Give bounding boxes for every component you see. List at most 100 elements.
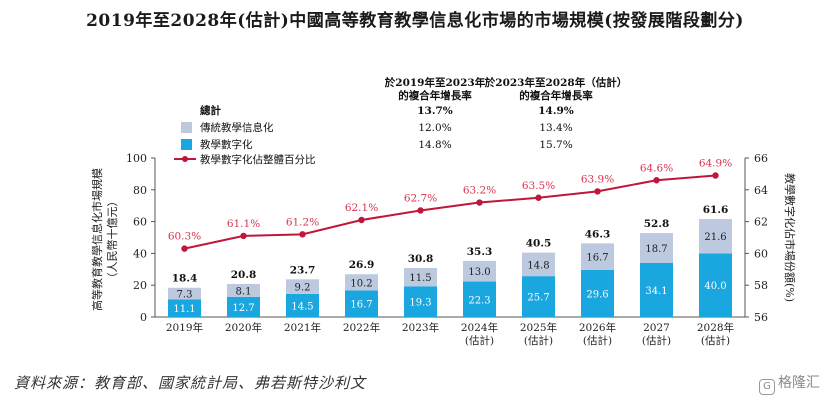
bar-traditional-label: 11.5 [409, 273, 431, 284]
bar-traditional [581, 243, 614, 270]
y-tick-label: 60 [133, 216, 147, 229]
share-point [653, 177, 660, 184]
bar-digital [581, 269, 614, 317]
bar-traditional [286, 279, 319, 294]
share-point [535, 194, 542, 201]
y-tick-label: 0 [140, 311, 147, 324]
watermark-logo-icon: G [759, 379, 775, 395]
bar-traditional-label: 13.0 [468, 267, 490, 278]
watermark-text: 格隆汇 [778, 375, 820, 391]
bar-digital-label: 19.3 [409, 298, 431, 309]
x-tick-label: 2021年 [284, 321, 321, 334]
legend-traditional-swatch [181, 122, 192, 133]
bar-total-label: 18.4 [172, 273, 198, 285]
bar-digital-label: 14.5 [291, 301, 313, 312]
share-label: 64.6% [640, 162, 673, 174]
bar-total-label: 52.8 [644, 218, 670, 230]
x-tick-label: 2024年 [461, 321, 498, 334]
x-tick-label: 2025年 [520, 321, 557, 334]
cagr-col1-header-sub: 的複合年增長率 [398, 89, 472, 102]
bar-digital [463, 281, 496, 317]
share-label: 61.1% [227, 218, 260, 230]
y2-tick-label: 58 [754, 279, 768, 292]
x-tick-label: 2022年 [343, 321, 380, 334]
bar-total-label: 30.8 [408, 253, 434, 265]
cagr-col2-header: 於2023年至2028年（估計） [484, 76, 627, 89]
x-tick-label: 2028年 [697, 321, 734, 334]
bar-digital-label: 11.1 [173, 304, 195, 315]
bar-digital [522, 276, 555, 317]
x-tick-sublabel: (估計) [465, 334, 494, 347]
bar-traditional [640, 233, 673, 263]
cagr-col1-value: 13.7% [417, 105, 453, 117]
y2-tick-label: 64 [754, 184, 768, 197]
y-tick-label: 80 [133, 184, 147, 197]
bar-digital-label: 29.6 [586, 289, 608, 300]
y-axis-title: 高等教育教學信息化市場規模 [90, 168, 104, 311]
bar-digital-label: 40.0 [704, 281, 726, 292]
bar-traditional [699, 219, 732, 254]
watermark: G 格隆汇 [759, 372, 820, 395]
x-tick-sublabel: (估計) [524, 334, 553, 347]
share-point [299, 231, 306, 238]
x-tick-label: 2026年 [579, 321, 616, 334]
y2-tick-label: 56 [754, 311, 768, 324]
share-label: 63.9% [581, 173, 614, 185]
bar-total-label: 61.6 [703, 204, 729, 216]
share-label: 63.2% [463, 185, 496, 197]
bar-traditional [227, 283, 260, 297]
x-tick-label: 2019年 [166, 321, 203, 334]
share-line [184, 174, 716, 250]
bar-digital [640, 262, 673, 317]
x-tick-sublabel: (估計) [642, 334, 671, 347]
bar-traditional-label: 8.1 [236, 286, 252, 297]
bar-traditional [168, 287, 201, 300]
share-label: 64.9% [699, 157, 732, 169]
x-tick-sublabel: (估計) [583, 334, 612, 347]
y2-axis-title: 教學數字化佔市場份額(%) [783, 173, 797, 302]
bar-digital-label: 12.7 [232, 303, 254, 314]
bar-digital-label: 25.7 [527, 293, 549, 304]
x-tick-label: 2023年 [402, 321, 439, 334]
bar-traditional [463, 260, 496, 282]
cagr-col2-header-sub: 的複合年增長率 [519, 89, 593, 102]
cagr-col2-value: 14.9% [538, 105, 574, 117]
legend-total-label: 總計 [200, 104, 221, 117]
x-tick-sublabel: (估計) [701, 334, 730, 347]
y-tick-label: 100 [126, 152, 147, 165]
share-point [417, 207, 424, 214]
bar-total-label: 35.3 [467, 246, 493, 258]
share-label: 63.5% [522, 180, 555, 192]
share-point [240, 232, 247, 240]
cagr-col2-value: 15.7% [539, 139, 572, 151]
legend-digital-swatch [181, 139, 192, 150]
bar-digital [345, 290, 378, 317]
cagr-col1-header: 於2019年至2023年 [384, 76, 486, 89]
bar-digital [168, 299, 201, 317]
legend-line-dot [182, 156, 188, 162]
chart-title: 2019年至2028年(估計)中國高等教育教學信息化市場的市場規模(按發展階段劃… [86, 11, 744, 31]
bar-digital [227, 296, 260, 317]
bar-traditional [522, 252, 555, 277]
share-point [594, 188, 601, 195]
share-label: 61.2% [286, 216, 319, 228]
share-point [181, 245, 188, 252]
bar-total-label: 46.3 [585, 228, 611, 240]
y2-tick-label: 66 [754, 152, 768, 165]
x-tick-label: 2027 [643, 322, 670, 334]
share-label: 62.1% [345, 202, 378, 214]
bar-total-label: 20.8 [231, 269, 257, 281]
y-tick-label: 40 [133, 247, 147, 260]
y2-tick-label: 60 [754, 247, 768, 260]
bar-traditional-label: 7.3 [177, 290, 193, 301]
bar-digital-label: 22.3 [468, 295, 490, 306]
share-point [476, 199, 483, 206]
y-axis-title-unit: （人民幣十億元） [105, 196, 119, 284]
bar-total-label: 23.7 [290, 264, 316, 276]
share-label: 60.3% [168, 231, 201, 243]
bar-digital-label: 34.1 [645, 286, 667, 297]
share-point [358, 216, 365, 224]
y2-tick-label: 62 [754, 216, 768, 229]
bar-digital [404, 286, 437, 317]
